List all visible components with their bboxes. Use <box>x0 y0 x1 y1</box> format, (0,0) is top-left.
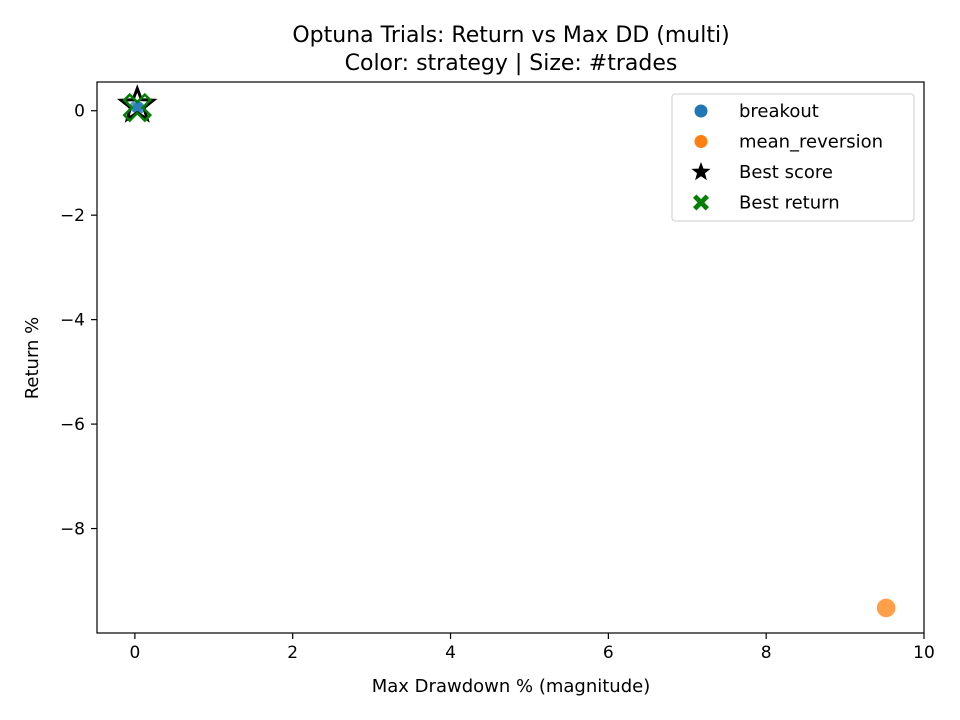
x-tick-label: 6 <box>603 643 614 663</box>
legend-marker <box>694 135 708 148</box>
x-tick-label: 4 <box>445 643 456 663</box>
data-point <box>122 92 153 123</box>
x-tick-label: 8 <box>761 643 772 663</box>
legend-item: Best score <box>691 162 833 183</box>
chart-subtitle: Color: strategy | Size: #trades <box>345 51 678 76</box>
legend-label: Best score <box>739 162 833 183</box>
y-axis-label: Return % <box>22 317 43 400</box>
x-tick-label: 2 <box>287 643 298 663</box>
y-tick-label: 0 <box>74 102 85 122</box>
plot-area <box>117 84 896 618</box>
x-tick-label: 10 <box>913 643 935 663</box>
data-point <box>876 598 896 618</box>
series-best-return <box>122 92 153 123</box>
y-tick-label: −2 <box>60 206 85 226</box>
legend-item: mean_reversion <box>694 132 883 153</box>
x-tick-label: 0 <box>129 643 140 663</box>
plot-frame <box>96 81 925 634</box>
legend-item: breakout <box>694 101 819 122</box>
legend-marker <box>694 104 708 118</box>
y-tick-label: −8 <box>60 520 85 540</box>
legend-item: Best return <box>693 193 840 214</box>
legend-label: Best return <box>739 193 840 214</box>
legend-marker <box>691 162 711 181</box>
y-tick-label: −4 <box>60 311 85 331</box>
legend-box <box>671 93 915 222</box>
legend-label: mean_reversion <box>739 132 883 153</box>
data-point <box>132 101 145 115</box>
series-mean-reversion <box>876 598 896 618</box>
series-breakout <box>129 100 145 115</box>
axes: 0 2 4 6 8 10 0 −2 −4 −6 −8 <box>60 81 935 663</box>
legend-marker <box>693 194 709 211</box>
legend-label: breakout <box>739 101 819 122</box>
chart-title: Optuna Trials: Return vs Max DD (multi) <box>292 23 729 48</box>
legend: breakout mean_reversion Best score Best ret… <box>671 93 915 222</box>
x-axis-label: Max Drawdown % (magnitude) <box>372 676 650 697</box>
y-tick-label: −6 <box>60 415 85 435</box>
